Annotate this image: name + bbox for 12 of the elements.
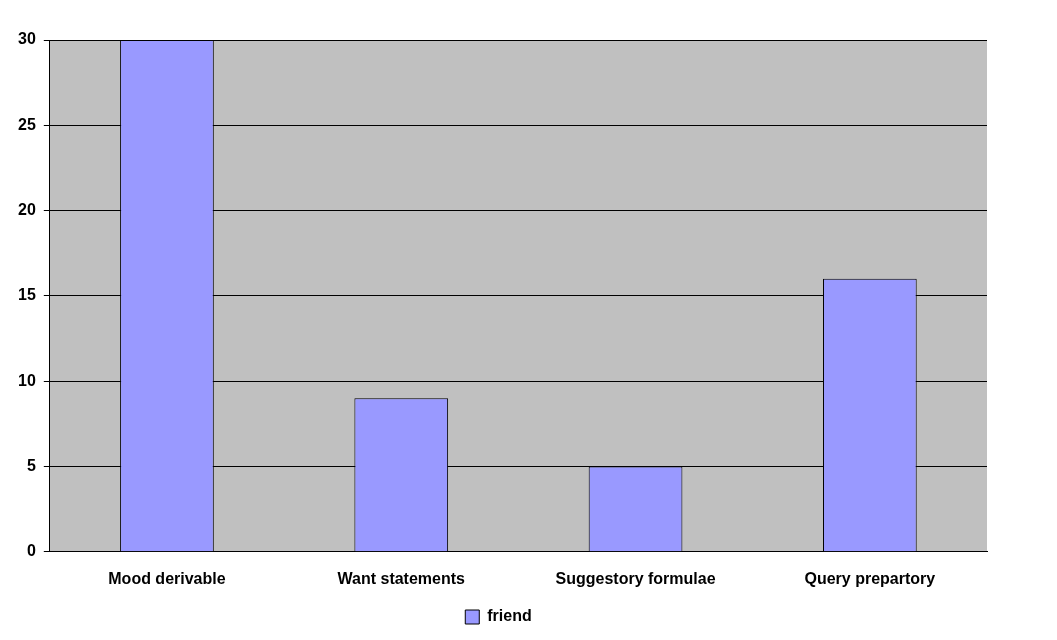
y-tick-label: 25 <box>18 115 36 133</box>
y-tick-label: 10 <box>18 371 36 389</box>
x-tick-label: Mood derivable <box>108 569 226 587</box>
x-tick-label: Want statements <box>337 569 466 587</box>
legend-label: friend <box>487 607 532 625</box>
y-tick-label: 30 <box>18 30 36 48</box>
y-tick-label: 15 <box>18 286 36 304</box>
y-tick-label: 20 <box>18 201 36 219</box>
y-tick-label: 0 <box>26 542 36 560</box>
y-tick-label: 5 <box>26 456 36 474</box>
x-tick-label: Suggestory formulae <box>555 569 716 587</box>
x-tick-label: Query prepartory <box>804 569 936 587</box>
